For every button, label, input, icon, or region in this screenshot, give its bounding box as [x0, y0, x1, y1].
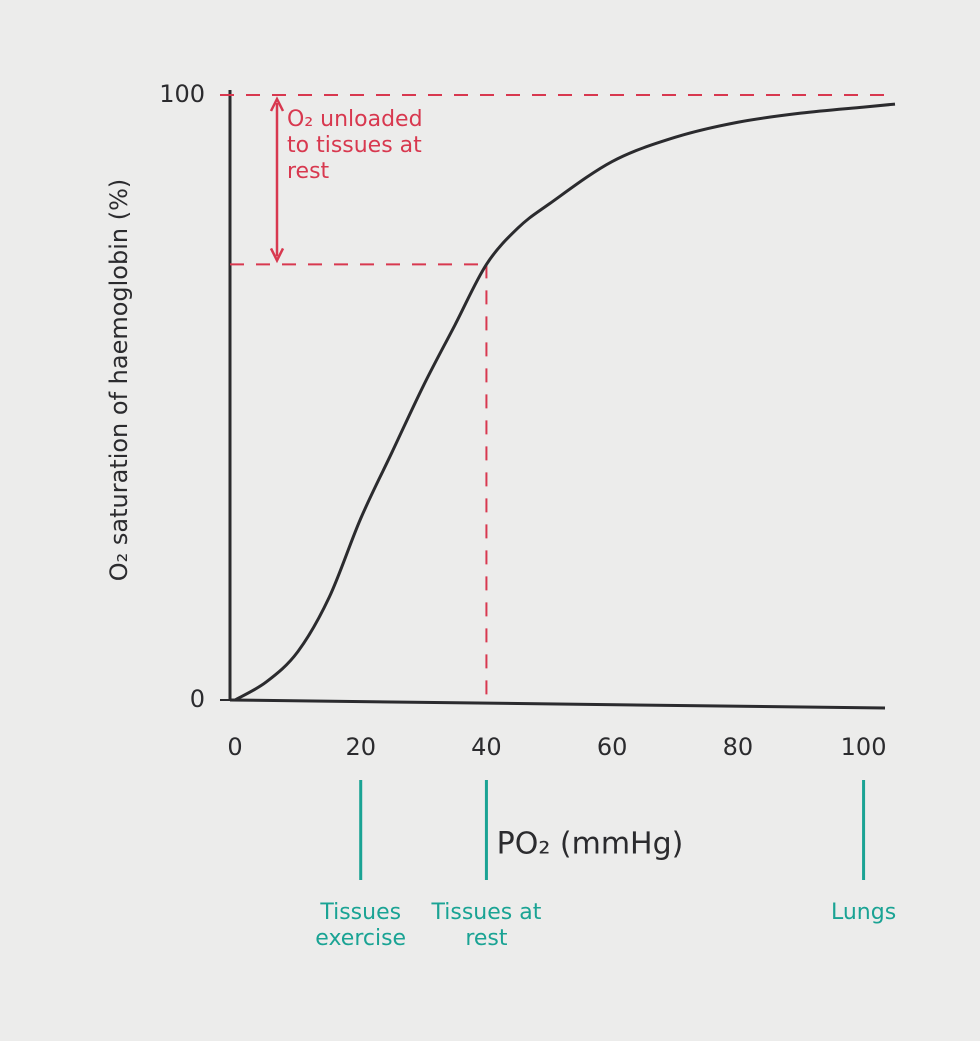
x-tick-label: 20: [345, 733, 376, 761]
pointer-label: Tissues at rest: [431, 900, 542, 951]
x-tick-label: 40: [471, 733, 502, 761]
arrow-head: [269, 247, 285, 264]
y-tick-label: 0: [190, 685, 205, 713]
reference-label: O₂ unloaded to tissues at rest: [287, 107, 423, 184]
x-tick-label: 60: [597, 733, 628, 761]
arrow-head: [269, 96, 285, 112]
x-tick-label: 80: [723, 733, 754, 761]
x-tick-label: 100: [841, 733, 887, 761]
pointer-label: Lungs: [830, 900, 897, 925]
y-axis-label: O₂ saturation of haemoglobin (%): [105, 179, 133, 582]
y-tick-label: 100: [159, 80, 205, 108]
x-axis-label: PO₂ (mmHg): [497, 827, 684, 862]
curve: [234, 102, 896, 702]
x-axis: [229, 698, 886, 710]
pointer-label: Tissues exercise: [315, 900, 407, 951]
x-tick-label: 0: [227, 733, 242, 761]
